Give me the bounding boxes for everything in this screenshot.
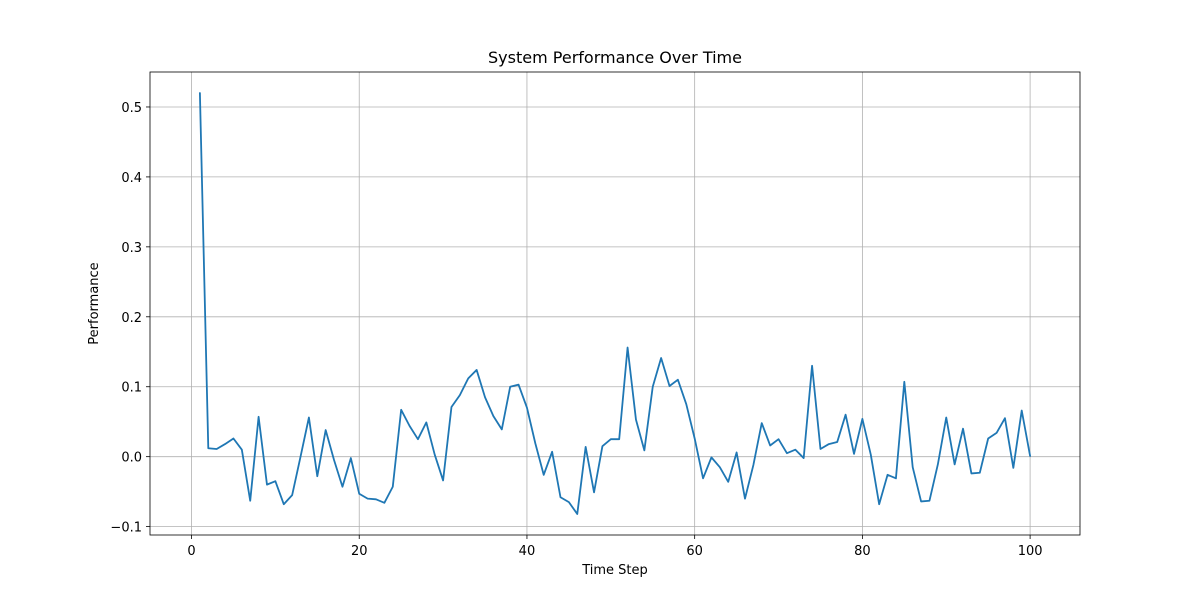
x-tick-label: 100	[1018, 544, 1043, 559]
x-tick-label: 20	[351, 544, 368, 559]
chart-title: System Performance Over Time	[488, 48, 742, 67]
x-tick-label: 40	[519, 544, 536, 559]
y-axis-ticks: −0.1 0.0 0.1 0.2 0.3 0.4 0.5	[110, 101, 150, 536]
x-axis-label: Time Step	[581, 563, 648, 578]
y-tick-label: 0.0	[121, 451, 142, 466]
x-tick-label: 60	[686, 544, 703, 559]
y-tick-label: −0.1	[110, 521, 142, 536]
y-tick-label: 0.2	[121, 311, 142, 326]
y-tick-label: 0.3	[121, 241, 142, 256]
x-tick-label: 0	[187, 544, 195, 559]
y-axis-label: Performance	[87, 262, 102, 344]
x-tick-label: 80	[854, 544, 871, 559]
series-line	[198, 92, 1031, 515]
grid-lines	[150, 72, 1080, 535]
y-tick-label: 0.1	[121, 381, 142, 396]
plot-frame	[149, 71, 1081, 536]
series-group	[198, 92, 1031, 515]
y-tick-label: 0.5	[121, 101, 142, 116]
x-axis-ticks: 0 20 40 60 80 100	[187, 535, 1043, 559]
y-tick-label: 0.4	[121, 171, 142, 186]
